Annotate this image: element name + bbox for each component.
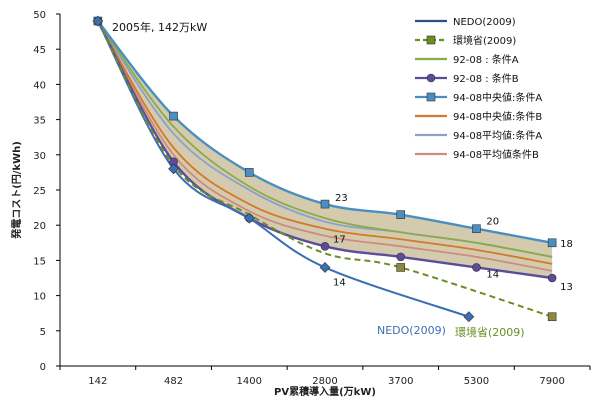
legend-marker — [426, 73, 436, 83]
nedo-point — [463, 311, 475, 323]
x-tick-label: 482 — [164, 376, 183, 387]
data-label: 14 — [333, 277, 346, 288]
x-tick-label: 3700 — [388, 376, 413, 387]
x-axis-title: PV累積導入量(万kW) — [274, 385, 376, 398]
legend-label: 94-08中央値:条件A — [453, 91, 542, 104]
curve-label: 環境省(2009) — [455, 325, 525, 339]
x-tick-label: 7900 — [539, 376, 564, 387]
legend-marker — [426, 92, 436, 102]
series-point — [396, 210, 406, 219]
kankyo-point — [547, 312, 557, 322]
series-markers — [92, 15, 557, 323]
annotation-text: 2005年, 142万kW — [112, 20, 207, 34]
y-ticks: 0 5 10 15 20 25 30 35 40 45 50 — [33, 10, 60, 373]
series-point — [472, 224, 481, 234]
data-label: 20 — [486, 217, 499, 228]
x-tick-label: 1400 — [237, 376, 262, 387]
nedo-point — [92, 15, 104, 27]
series-point — [169, 111, 178, 121]
series-point — [320, 242, 330, 251]
x-tick-label: 2800 — [312, 376, 337, 387]
legend-label: 94-08中央値:条件B — [453, 110, 542, 123]
nedo-point — [319, 262, 331, 273]
series-point — [244, 168, 254, 177]
data-label: 14 — [486, 269, 499, 280]
data-label: 23 — [335, 193, 348, 204]
y-tick-label: 25 — [33, 186, 46, 197]
legend-label: NEDO(2009) — [453, 17, 516, 28]
x-tick-label: 5300 — [464, 376, 489, 387]
series-point — [547, 238, 557, 248]
curve-label: NEDO(2009) — [377, 324, 446, 337]
data-labels: 23 20 18 17 14 13 14 — [333, 193, 573, 293]
y-tick-label: 20 — [33, 221, 46, 232]
nedo-point — [168, 163, 179, 175]
nedo-point — [243, 212, 255, 224]
series-point — [547, 273, 557, 283]
curve-labels: NEDO(2009) 環境省(2009) — [377, 324, 525, 339]
y-axis-title: 発電コスト(円/kWh) — [10, 141, 23, 240]
y-tick-label: 40 — [33, 80, 46, 91]
legend-label: 94-08平均値:条件A — [453, 129, 542, 142]
y-tick-label: 5 — [40, 327, 46, 338]
y-tick-label: 35 — [33, 116, 46, 127]
y-tick-label: 50 — [33, 10, 46, 21]
x-ticks: 142 482 1400 2800 3700 5300 7900 — [59, 366, 591, 387]
data-label: 13 — [560, 282, 573, 293]
y-tick-label: 45 — [33, 45, 46, 56]
y-tick-label: 10 — [33, 292, 46, 303]
legend-label: 92-08 : 条件A — [453, 53, 519, 66]
legend-marker — [426, 35, 436, 45]
series-point — [396, 252, 406, 262]
series-line — [97, 20, 553, 258]
series-point — [472, 263, 481, 272]
kankyo-point — [396, 263, 406, 272]
kankyo-curve — [96, 20, 553, 318]
y-tick-label: 15 — [33, 256, 46, 267]
y-tick-label: 30 — [33, 151, 46, 162]
legend-label: 94-08平均値条件B — [453, 148, 539, 161]
data-label: 17 — [333, 234, 346, 245]
legend-label: 環境省(2009) — [453, 34, 516, 47]
legend: NEDO(2009) 環境省(2009) 92-08 : 条件A 92-08 : 条件… — [415, 17, 542, 161]
legend-label: 92-08 : 条件B — [453, 72, 519, 85]
y-tick-label: 0 — [40, 362, 46, 373]
series-line — [97, 20, 553, 272]
series-line — [97, 20, 553, 265]
data-label: 18 — [560, 239, 573, 250]
series-point — [320, 199, 330, 209]
x-tick-label: 142 — [88, 376, 107, 387]
